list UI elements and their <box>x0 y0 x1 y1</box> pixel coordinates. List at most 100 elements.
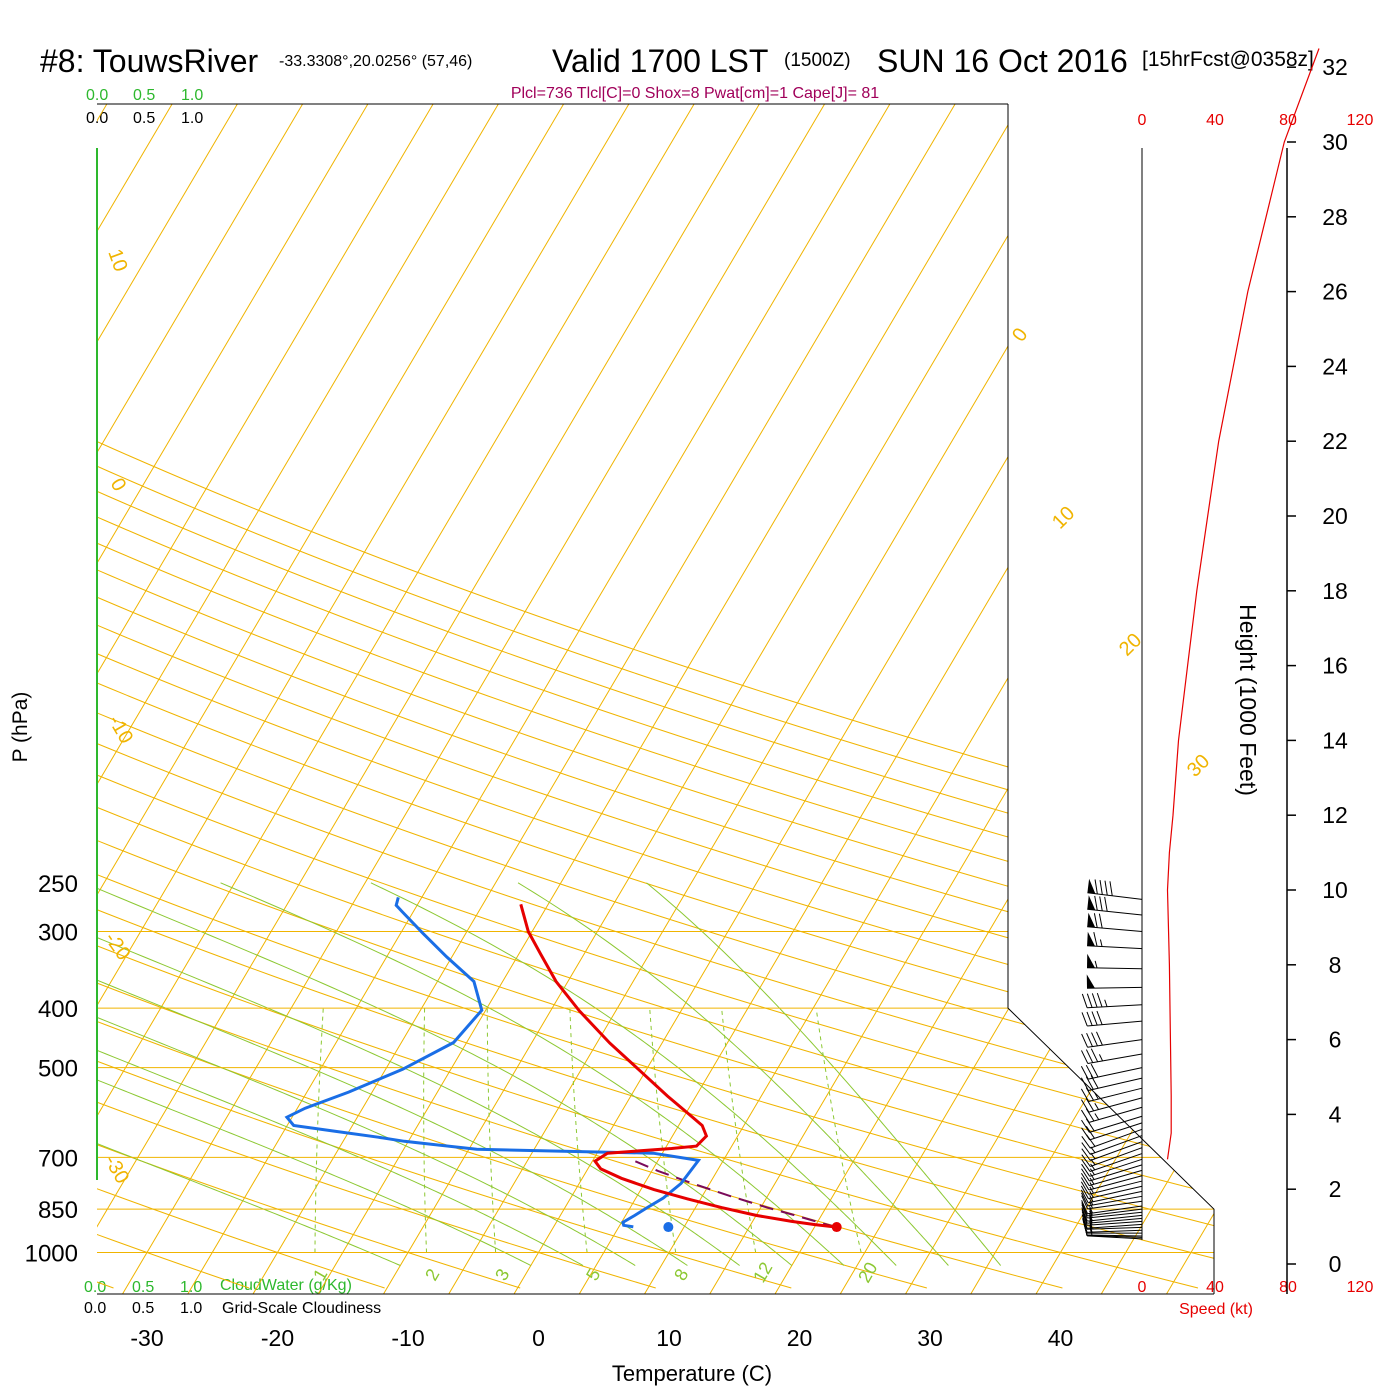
plot-area <box>97 104 1214 1294</box>
wind-barb-feather <box>1081 1211 1088 1226</box>
height-tick-label: 20 <box>1322 503 1348 529</box>
wind-barb-flag <box>1086 974 1096 989</box>
wind-barb-staff <box>1087 1235 1143 1240</box>
temperature-tick-label: 10 <box>656 1325 682 1351</box>
wind-barb <box>1081 1048 1143 1064</box>
dry-adiabat-line <box>97 104 1214 1289</box>
plot-right-border <box>1007 104 1215 1294</box>
pressure-tick-label: 400 <box>38 996 78 1023</box>
dry-adiabat-line <box>97 104 1214 1289</box>
isotherm-label: -10 <box>104 712 138 748</box>
wind-barb-staff <box>1088 1169 1143 1187</box>
wind-barb-feather <box>1081 1109 1090 1123</box>
mixing-ratio-label: 12 <box>749 1259 776 1286</box>
dry-adiabat-line <box>97 104 1214 1289</box>
wind-barb-half-feather <box>1094 960 1098 969</box>
wind-barb-feather <box>1085 1064 1094 1079</box>
wind-barb-feather <box>1080 1088 1090 1102</box>
isotherm-line <box>839 104 1214 1294</box>
height-tick-label: 8 <box>1329 952 1342 978</box>
dry-adiabat-line <box>97 104 1214 1289</box>
dry-adiabat-line <box>97 104 1214 1289</box>
dry-adiabat-line <box>97 104 1214 1289</box>
wind-barb-feather <box>1081 1202 1088 1217</box>
wind-barb-flag <box>1087 878 1096 894</box>
wind-barb <box>1081 1209 1143 1224</box>
wind-barb-feather <box>1096 992 1103 1008</box>
wind-barb-feather <box>1104 880 1108 896</box>
wind-barb-staff <box>1088 1175 1143 1191</box>
moist-adiabat-line <box>97 882 793 1266</box>
wind-barb-staff <box>1087 1053 1143 1064</box>
wind-barb-feather <box>1086 1033 1093 1047</box>
wind-barb-half-feather <box>1089 1206 1093 1214</box>
moist-adiabat-line <box>97 882 688 1266</box>
height-tick-label: 6 <box>1329 1027 1342 1053</box>
dry-adiabat-line <box>97 104 1199 1289</box>
stability-indices: Plcl=736 Tlcl[C]=0 Shox=8 Pwat[cm]=1 Cap… <box>511 85 879 102</box>
temperature-tick-label: 0 <box>532 1325 545 1351</box>
surface-dewpoint-dot <box>663 1222 674 1233</box>
dry-adiabat-line <box>97 104 385 1289</box>
isotherm-label: 0 <box>1008 324 1032 346</box>
wind-barb-feather <box>1081 1136 1091 1149</box>
wind-barb <box>1082 1218 1143 1233</box>
y-axis-label: P (hPa) <box>9 692 32 763</box>
wind-barb-half-feather <box>1089 1182 1095 1189</box>
height-tick-label: 14 <box>1322 727 1348 753</box>
wind-barb-staff <box>1087 1211 1143 1219</box>
valid-time: Valid 1700 LST <box>552 43 768 79</box>
dry-adiabat-line <box>97 104 1214 1289</box>
wind-barb-feather <box>1093 932 1098 947</box>
height-tick-label: 18 <box>1322 578 1348 604</box>
speed-tick-top-1: 40 <box>1206 112 1224 129</box>
wind-barb <box>1081 1158 1143 1177</box>
cloudiness-tick-top-2: 1.0 <box>181 110 203 127</box>
wind-barb-feather <box>1098 913 1103 929</box>
wind-barb-feather <box>1081 1168 1090 1182</box>
wind-barb-half-feather <box>1089 1215 1093 1223</box>
wind-barb-feather <box>1086 993 1093 1008</box>
isotherm-line <box>97 104 304 1294</box>
wind-barb-feather <box>1081 1050 1089 1064</box>
isotherm-label: 10 <box>103 246 131 274</box>
wind-barb <box>1081 1200 1143 1215</box>
utc-time: (1500Z) <box>784 50 851 71</box>
temperature-tick-label: -10 <box>391 1325 424 1351</box>
wind-barb-feather <box>1082 1218 1088 1233</box>
parcel-trace-line <box>631 1159 837 1229</box>
cloudwater-label: CloudWater (g/Kg) <box>220 1277 352 1294</box>
wind-barb-half-feather <box>1089 1168 1095 1176</box>
wind-barb-feather <box>1094 879 1098 894</box>
cloudiness-tick-bottom-2: 1.0 <box>180 1300 202 1317</box>
dry-adiabat-line <box>97 104 1214 1289</box>
wind-barb-staff <box>1088 1087 1143 1102</box>
wind-barb-feather <box>1085 1076 1094 1090</box>
wind-barb <box>1080 1063 1143 1080</box>
wind-barb-staff <box>1089 1122 1143 1141</box>
wind-barb-staff <box>1087 908 1143 916</box>
wind-barb-staff <box>1086 1235 1143 1238</box>
isotherm-line <box>448 104 1152 1294</box>
height-tick-label: 2 <box>1329 1176 1342 1202</box>
wind-barb-staff <box>1087 1217 1143 1224</box>
moist-adiabat-line <box>517 882 949 1266</box>
dry-adiabat-line <box>97 104 1214 1289</box>
wind-barb-feather <box>1081 1192 1089 1207</box>
wind-barb-feather <box>1080 1066 1089 1080</box>
wind-barb <box>1081 1214 1143 1229</box>
wind-barb-flag <box>1087 912 1096 928</box>
height-tick-label: 30 <box>1322 129 1348 155</box>
wind-barb-feather <box>1081 1200 1088 1214</box>
wind-barb-half-feather <box>1089 1195 1094 1202</box>
wind-barb-half-feather <box>1089 1217 1093 1226</box>
moist-adiabat-line <box>97 882 532 1266</box>
temperature-tick-label: -20 <box>261 1325 294 1351</box>
cloudiness-label: Grid-Scale Cloudiness <box>222 1300 381 1317</box>
cloudwater-tick-bottom-0: 0.0 <box>84 1279 106 1296</box>
wind-barb-feather <box>1085 1087 1094 1101</box>
wind-barb-feather <box>1099 880 1103 895</box>
isotherm-line <box>317 104 1021 1294</box>
wind-barb-half-feather <box>1089 1177 1095 1185</box>
wind-barb-feather <box>1080 1181 1090 1195</box>
